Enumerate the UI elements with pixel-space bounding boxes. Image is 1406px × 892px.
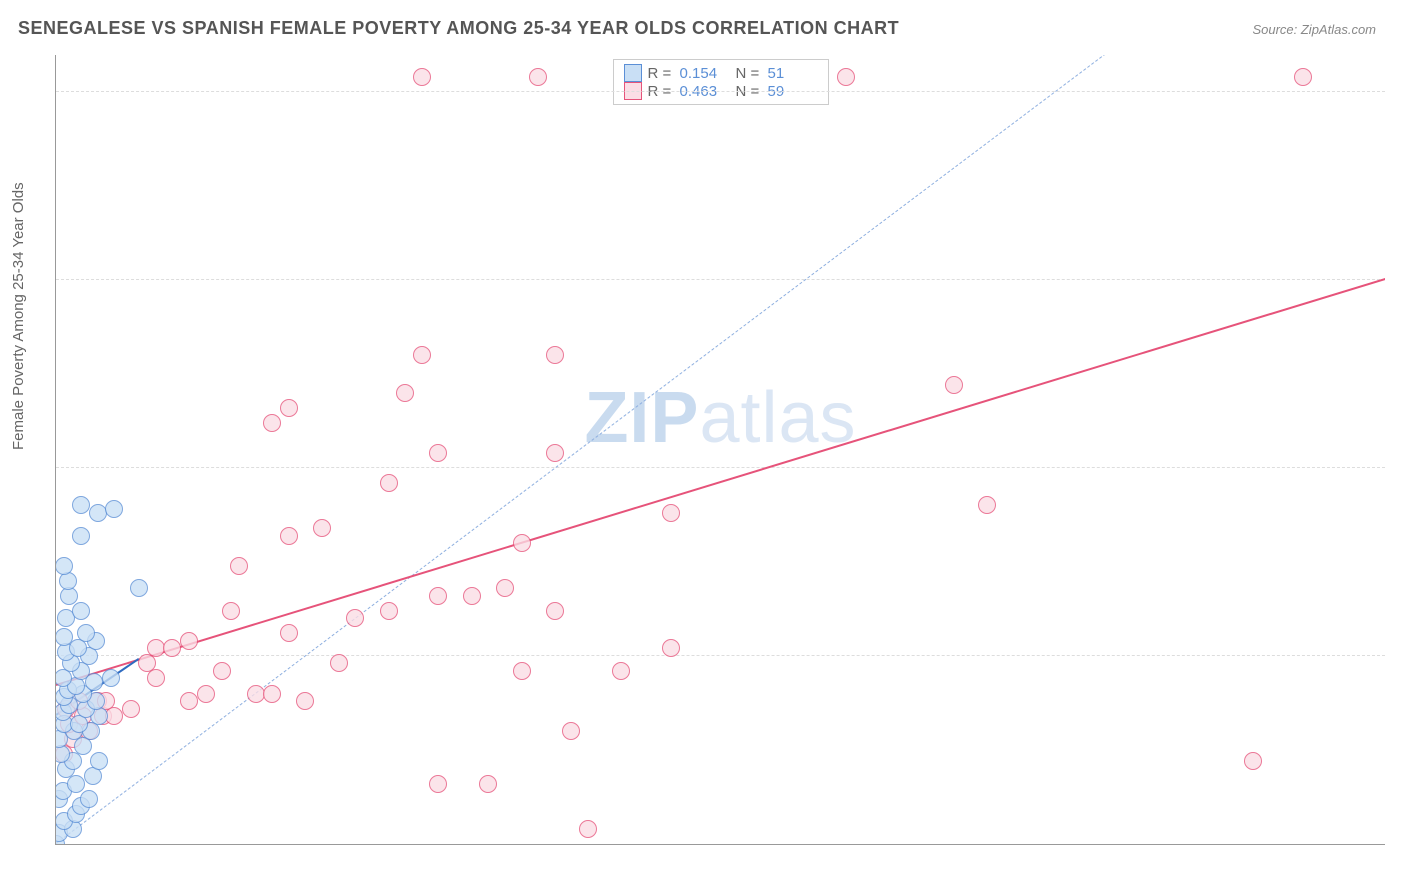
data-point-spanish (230, 557, 248, 575)
tick-x (1220, 844, 1221, 845)
data-point-senegalese (102, 669, 120, 687)
data-point-spanish (429, 587, 447, 605)
data-point-spanish (945, 376, 963, 394)
swatch-senegalese (624, 64, 642, 82)
data-point-spanish (496, 579, 514, 597)
source-credit: Source: ZipAtlas.com (1252, 22, 1376, 37)
gridline-h (56, 91, 1385, 92)
data-point-spanish (612, 662, 630, 680)
data-point-spanish (579, 820, 597, 838)
identity-line (56, 55, 1385, 844)
data-point-spanish (330, 654, 348, 672)
tick-x (721, 844, 722, 845)
r-value-senegalese: 0.154 (680, 65, 730, 82)
data-point-spanish (429, 444, 447, 462)
data-point-spanish (463, 587, 481, 605)
data-point-spanish (546, 346, 564, 364)
data-point-spanish (380, 474, 398, 492)
data-point-spanish (180, 632, 198, 650)
y-axis-label: Female Poverty Among 25-34 Year Olds (10, 182, 27, 450)
tick-x (56, 844, 57, 845)
data-point-spanish (280, 399, 298, 417)
data-point-spanish (662, 504, 680, 522)
data-point-spanish (529, 68, 547, 86)
data-point-senegalese (72, 527, 90, 545)
data-point-spanish (313, 519, 331, 537)
watermark: ZIPatlas (584, 377, 856, 459)
correlation-chart: SENEGALESE VS SPANISH FEMALE POVERTY AMO… (0, 0, 1406, 892)
data-point-senegalese (130, 579, 148, 597)
data-point-spanish (1294, 68, 1312, 86)
data-point-senegalese (80, 790, 98, 808)
data-point-spanish (513, 662, 531, 680)
data-point-spanish (197, 685, 215, 703)
data-point-spanish (1244, 752, 1262, 770)
data-point-spanish (413, 346, 431, 364)
data-point-spanish (122, 700, 140, 718)
trend-line (56, 278, 1385, 686)
gridline-h (56, 655, 1385, 656)
chart-title: SENEGALESE VS SPANISH FEMALE POVERTY AMO… (18, 18, 899, 39)
gridline-h (56, 467, 1385, 468)
data-point-spanish (280, 527, 298, 545)
tick-x (555, 844, 556, 845)
data-point-senegalese (90, 752, 108, 770)
data-point-senegalese (67, 775, 85, 793)
data-point-spanish (380, 602, 398, 620)
data-point-spanish (222, 602, 240, 620)
data-point-spanish (346, 609, 364, 627)
data-point-senegalese (55, 557, 73, 575)
data-point-spanish (180, 692, 198, 710)
data-point-senegalese (55, 628, 73, 646)
gridline-h (56, 279, 1385, 280)
data-point-spanish (213, 662, 231, 680)
tick-x (887, 844, 888, 845)
data-point-spanish (429, 775, 447, 793)
data-point-spanish (837, 68, 855, 86)
data-point-spanish (413, 68, 431, 86)
data-point-spanish (247, 685, 265, 703)
data-point-spanish (562, 722, 580, 740)
data-point-spanish (263, 685, 281, 703)
stats-row-senegalese: R = 0.154 N = 51 (624, 64, 818, 82)
data-point-spanish (479, 775, 497, 793)
data-point-spanish (662, 639, 680, 657)
plot-area: ZIPatlas R = 0.154 N = 51 R = 0.463 N = … (55, 55, 1385, 845)
data-point-spanish (163, 639, 181, 657)
data-point-spanish (546, 444, 564, 462)
data-point-senegalese (77, 624, 95, 642)
data-point-spanish (147, 669, 165, 687)
data-point-spanish (296, 692, 314, 710)
n-value-senegalese: 51 (768, 65, 818, 82)
tick-x (389, 844, 390, 845)
data-point-senegalese (89, 504, 107, 522)
data-point-spanish (263, 414, 281, 432)
tick-x (222, 844, 223, 845)
data-point-senegalese (72, 602, 90, 620)
stats-legend: R = 0.154 N = 51 R = 0.463 N = 59 (613, 59, 829, 105)
tick-x (1054, 844, 1055, 845)
data-point-senegalese (72, 496, 90, 514)
data-point-spanish (546, 602, 564, 620)
data-point-spanish (978, 496, 996, 514)
data-point-spanish (147, 639, 165, 657)
data-point-spanish (396, 384, 414, 402)
data-point-spanish (513, 534, 531, 552)
data-point-spanish (280, 624, 298, 642)
data-point-senegalese (105, 500, 123, 518)
